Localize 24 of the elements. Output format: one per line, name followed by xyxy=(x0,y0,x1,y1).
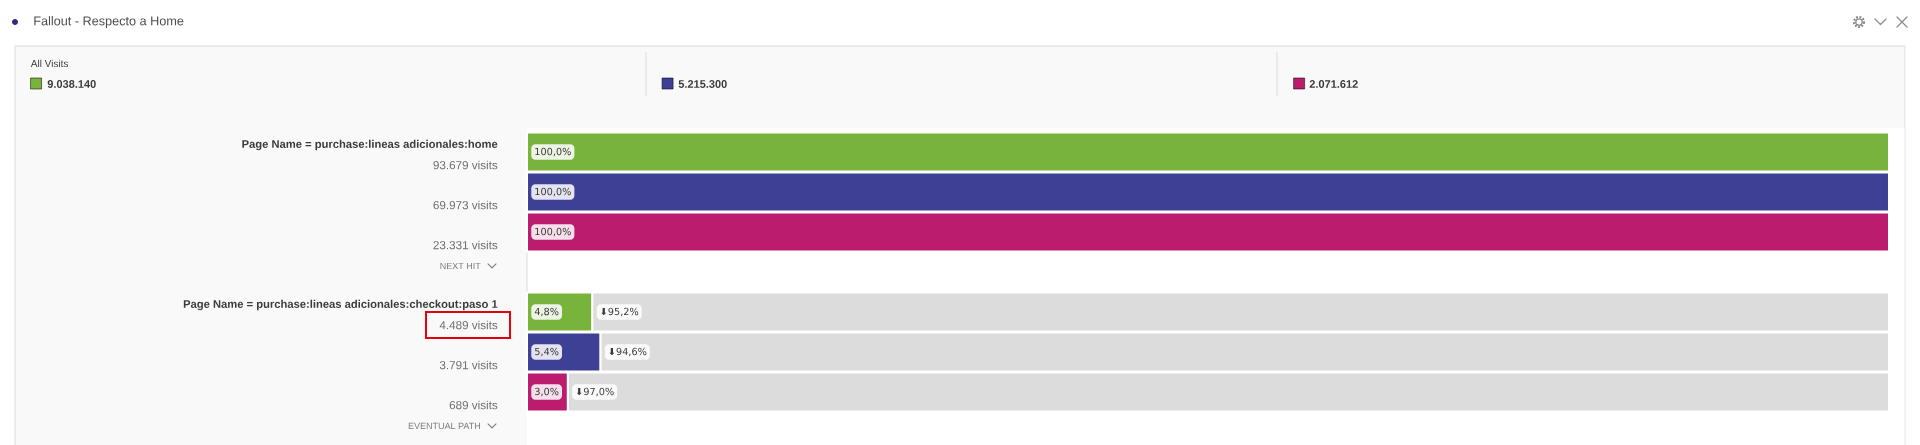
text: All Visits xyxy=(30,59,69,68)
y-tick-label: 4.489 visits xyxy=(439,320,498,330)
text: 2.071.612 xyxy=(1309,80,1358,88)
text: Page Name = purchase:lineas adicionales:home xyxy=(242,139,498,151)
data-label: 5,4% xyxy=(535,347,559,357)
data-label: 100,0% xyxy=(535,227,571,237)
data-label: 100,0% xyxy=(535,187,571,197)
y-tick-label: 69.973 visits xyxy=(433,200,498,210)
text: Fallout - Respecto a Home xyxy=(34,16,184,28)
data-label: ⬇95,2% xyxy=(601,307,639,317)
data-label: ⬇94,6% xyxy=(609,347,647,357)
y-tick-label: 23.331 visits xyxy=(433,240,498,250)
data-label: 4,8% xyxy=(534,307,559,317)
data-label: 3,0% xyxy=(535,387,559,397)
y-tick-label: 3.791 visits xyxy=(439,360,498,370)
data-label: ⬇97,0% xyxy=(576,387,614,397)
data-label: 100,0% xyxy=(535,147,571,157)
text: EVENTUAL PATH xyxy=(408,422,480,430)
y-tick-label: 689 visits xyxy=(449,400,498,410)
text: NEXT HIT xyxy=(440,262,481,270)
text: 5.215.300 xyxy=(678,80,727,88)
y-tick-label: 93.679 visits xyxy=(433,160,498,170)
text: 9.038.140 xyxy=(47,80,96,88)
text: Page Name = purchase:lineas adicionales:checkout:paso 1 xyxy=(183,299,498,311)
